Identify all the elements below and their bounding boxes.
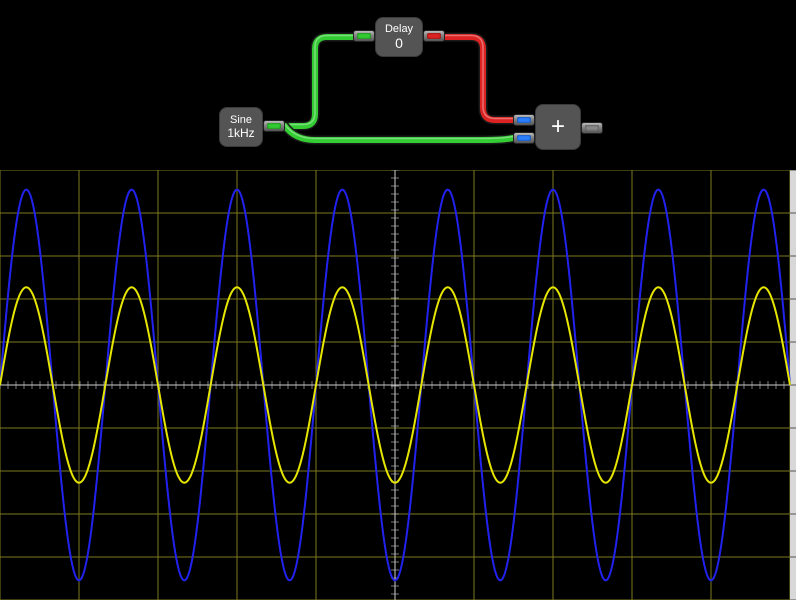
delay-node-value: 0 bbox=[395, 35, 403, 51]
delay-in-port-0[interactable] bbox=[353, 30, 375, 42]
sine-node-title: Sine bbox=[230, 114, 252, 126]
delay-out-port-0-jack bbox=[427, 33, 441, 39]
add-node-title: + bbox=[551, 113, 565, 141]
add-in-port-1-jack bbox=[517, 135, 531, 141]
wire-2 bbox=[285, 126, 513, 140]
add-in-port-1[interactable] bbox=[513, 132, 535, 144]
sine-node[interactable]: Sine 1kHz bbox=[219, 107, 263, 147]
node-graph-panel[interactable]: Sine 1kHz Delay 0 + bbox=[0, 0, 796, 170]
oscilloscope-panel bbox=[0, 170, 796, 600]
delay-out-port-0[interactable] bbox=[423, 30, 445, 42]
sine-node-value: 1kHz bbox=[227, 126, 254, 140]
sine-out-port-0-jack bbox=[267, 123, 281, 129]
wire-0 bbox=[285, 37, 353, 126]
add-in-port-0[interactable] bbox=[513, 114, 535, 126]
delay-node-title: Delay bbox=[385, 23, 413, 35]
add-out-port-0[interactable] bbox=[581, 122, 603, 134]
add-in-port-0-jack bbox=[517, 117, 531, 123]
add-out-port-0-jack bbox=[585, 125, 599, 131]
delay-node[interactable]: Delay 0 bbox=[375, 17, 423, 57]
delay-in-port-0-jack bbox=[357, 33, 371, 39]
add-node[interactable]: + bbox=[535, 104, 581, 150]
sine-out-port-0[interactable] bbox=[263, 120, 285, 132]
wire-1 bbox=[445, 37, 513, 120]
